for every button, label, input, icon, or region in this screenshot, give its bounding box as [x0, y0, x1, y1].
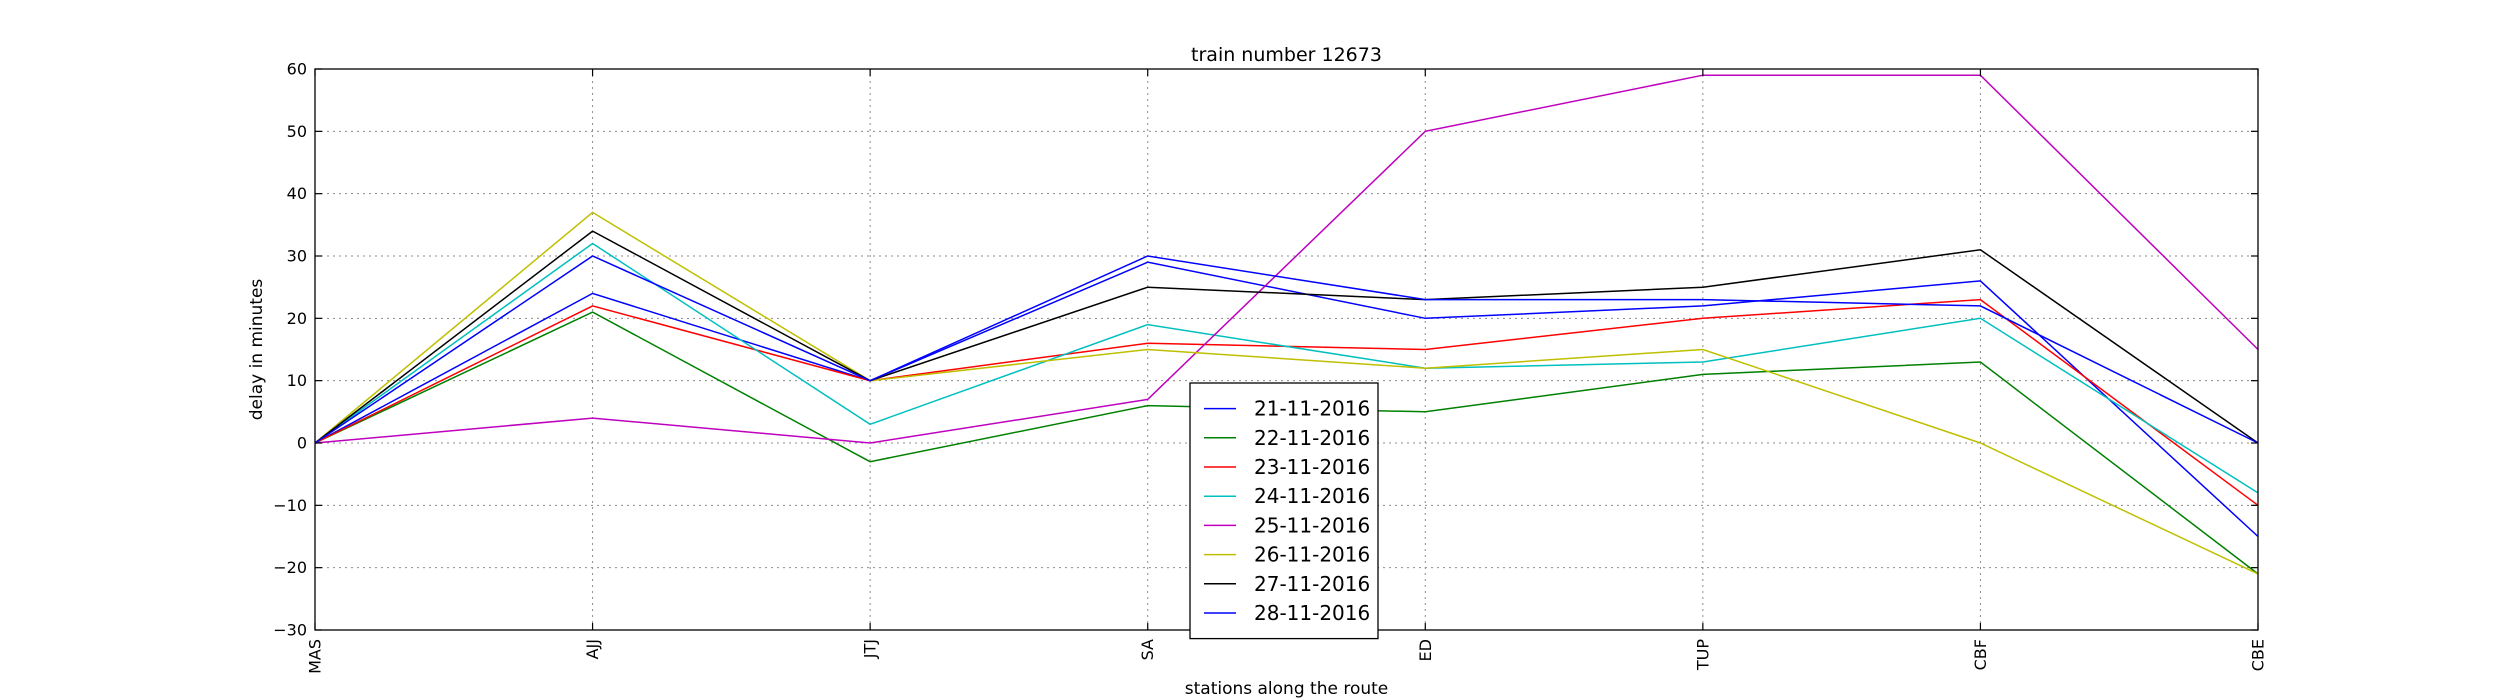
y-tick-label: −20 — [273, 558, 307, 577]
y-tick-label: 30 — [287, 247, 307, 266]
legend-entry-label: 21-11-2016 — [1254, 397, 1370, 421]
y-tick-label: 60 — [287, 60, 307, 79]
series-lines — [314, 74, 2259, 575]
y-tick-label: 20 — [287, 309, 307, 328]
legend: 21-11-2016 22-11-2016 23-11-2016 24-11-2016… — [1189, 382, 1379, 640]
y-tick-label: −10 — [273, 496, 307, 515]
legend-entry-label: 27-11-2016 — [1254, 572, 1370, 596]
y-tick-label: 50 — [287, 122, 307, 141]
legend-entry-label: 28-11-2016 — [1254, 601, 1370, 625]
x-tick-label: JTJ — [861, 639, 880, 659]
y-axis-label: delay in minutes — [247, 279, 267, 421]
chart-title: train number 12673 — [1191, 44, 1382, 66]
y-tick-label: −30 — [273, 621, 307, 640]
y-tick-label: 0 — [297, 434, 307, 453]
y-tick-label: 10 — [287, 371, 307, 390]
legend-box — [1189, 382, 1379, 640]
axis-ticks: MAS AJJ JTJ SA ED TUP CBF CBE −30 −20 −10 0 10 20 30 40… — [273, 60, 2267, 674]
legend-entry-label: 24-11-2016 — [1254, 484, 1370, 508]
legend-entry-label: 23-11-2016 — [1254, 455, 1370, 479]
series-line-4 — [314, 242, 2259, 494]
x-tick-label: MAS — [306, 639, 325, 674]
x-tick-label: CBF — [1971, 639, 1990, 670]
series-line-8 — [314, 255, 2259, 444]
x-tick-label: ED — [1416, 639, 1435, 661]
x-tick-label: TUP — [1693, 639, 1712, 671]
x-tick-label: AJJ — [583, 639, 602, 659]
series-line-7 — [314, 230, 2259, 444]
x-tick-label: CBE — [2249, 639, 2268, 671]
series-line-1 — [314, 261, 2259, 538]
series-line-5 — [314, 74, 2259, 444]
series-line-6 — [314, 211, 2259, 575]
legend-entry-label: 25-11-2016 — [1254, 513, 1370, 537]
x-axis-label: stations along the route — [1185, 679, 1389, 699]
legend-entry-label: 22-11-2016 — [1254, 426, 1370, 450]
legend-entry-label: 26-11-2016 — [1254, 543, 1370, 567]
y-tick-label: 40 — [287, 184, 307, 203]
x-tick-label: SA — [1138, 639, 1157, 660]
